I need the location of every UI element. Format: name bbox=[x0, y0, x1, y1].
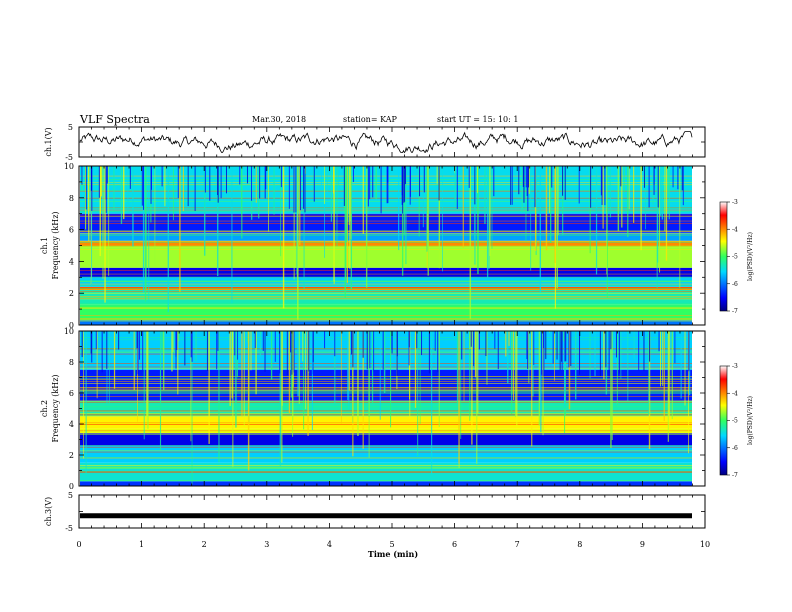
spec2-y-tick-label: 4 bbox=[69, 420, 74, 429]
spec1-y-tick-label: 10 bbox=[64, 162, 74, 171]
colorbar-tick-label: -7 bbox=[732, 472, 738, 479]
spec2-band bbox=[80, 433, 692, 446]
ch1-series-line bbox=[79, 131, 693, 154]
x-axis-label: Time (min) bbox=[368, 549, 418, 559]
ch2-spectrogram-panel: 10 8 6 4 2 0 ch.2 Frequency (kHz) bbox=[40, 327, 706, 491]
ch3-y-tick-label: -5 bbox=[65, 524, 73, 533]
spec1-band bbox=[80, 277, 692, 287]
colorbar-ch1: -3 -4 -5 -6 -7 log(PSD)(V²/Hz) bbox=[719, 199, 754, 315]
ch3-y-tick-label: 5 bbox=[68, 491, 73, 500]
colorbar-tick-label: -4 bbox=[732, 226, 738, 233]
x-tick-label: 10 bbox=[700, 540, 710, 549]
spec1-band bbox=[80, 304, 692, 321]
colorbar-tick-label: -6 bbox=[732, 281, 738, 288]
colorbar-tick-label: -6 bbox=[732, 445, 738, 452]
spec2-y-label: Frequency (kHz) bbox=[51, 374, 60, 442]
spec1-y-tick-label: 8 bbox=[69, 194, 74, 203]
colorbar-ch2: -3 -4 -5 -6 -7 log(PSD)(V²/Hz) bbox=[719, 363, 754, 479]
x-tick-label: 1 bbox=[139, 540, 144, 549]
x-tick-label: 7 bbox=[515, 540, 520, 549]
colorbar-tick-label: -3 bbox=[732, 363, 738, 370]
spec1-y-tick-label: 6 bbox=[69, 226, 74, 235]
spec1-y-tick-label: 0 bbox=[69, 321, 74, 330]
ch1-spectrogram-panel: 10 8 6 4 2 0 ch.1 Frequency (kHz) bbox=[40, 162, 706, 330]
spec1-channel-label: ch.1 bbox=[40, 237, 49, 254]
x-tick-label: 2 bbox=[202, 540, 207, 549]
spec1-y-tick-label: 2 bbox=[69, 289, 74, 298]
colorbar-gradient bbox=[719, 365, 728, 476]
spec2-y-tick-label: 0 bbox=[69, 482, 74, 491]
ch1-y-label: ch.1(V) bbox=[44, 127, 53, 156]
spec1-band bbox=[80, 232, 692, 241]
x-tick-label: 8 bbox=[577, 540, 582, 549]
colorbar-label: log(PSD)(V²/Hz) bbox=[747, 232, 754, 281]
colorbar-tick-label: -3 bbox=[732, 199, 738, 206]
spec2-y-tick-label: 6 bbox=[69, 389, 74, 398]
spec2-band bbox=[80, 481, 692, 486]
colorbar-tick-label: -7 bbox=[732, 308, 738, 315]
spec1-band bbox=[80, 166, 692, 214]
colorbar-gradient bbox=[719, 201, 728, 312]
x-tick-label: 0 bbox=[76, 540, 81, 549]
colorbar-tick-label: -5 bbox=[732, 418, 738, 425]
date-label: Mar.30, 2018 bbox=[252, 115, 306, 124]
x-tick-label: 9 bbox=[640, 540, 645, 549]
ch1-y-tick-label: -5 bbox=[65, 153, 73, 162]
time-axis: 0 1 2 3 4 5 6 7 8 9 10 bbox=[76, 540, 710, 549]
spec1-band bbox=[80, 320, 692, 325]
colorbar-tick-label: -5 bbox=[732, 254, 738, 261]
spec1-y-tick-label: 4 bbox=[69, 257, 74, 266]
spec1-y-label: Frequency (kHz) bbox=[51, 211, 60, 279]
station-label: station= KAP bbox=[343, 115, 398, 124]
colorbar-tick-label: -4 bbox=[732, 390, 738, 397]
x-tick-label: 5 bbox=[389, 540, 394, 549]
x-tick-label: 4 bbox=[327, 540, 332, 549]
ch1-y-tick-label: 5 bbox=[68, 123, 73, 132]
spec2-y-tick-label: 2 bbox=[69, 451, 74, 460]
spec1-band bbox=[80, 240, 692, 246]
spec2-y-tick-label: 10 bbox=[64, 327, 74, 336]
ch1-waveform-panel: 5 -5 ch.1(V) bbox=[44, 123, 706, 162]
ch3-waveform-panel: 5 -5 ch.3(V) bbox=[44, 491, 706, 533]
colorbar-label: log(PSD)(V²/Hz) bbox=[747, 396, 754, 445]
figure-title: VLF Spectra bbox=[79, 113, 150, 126]
start-time-label: start UT = 15: 10: 1 bbox=[437, 115, 518, 124]
spec2-y-tick-label: 8 bbox=[69, 358, 74, 367]
spec2-channel-label: ch.2 bbox=[40, 400, 49, 417]
ch3-y-label: ch.3(V) bbox=[44, 497, 53, 526]
spec1-band bbox=[80, 267, 692, 278]
spec2-band bbox=[80, 416, 692, 429]
x-tick-label: 6 bbox=[452, 540, 457, 549]
x-tick-label: 3 bbox=[264, 540, 269, 549]
spec1-band bbox=[80, 245, 692, 268]
spec2-band bbox=[80, 445, 692, 463]
